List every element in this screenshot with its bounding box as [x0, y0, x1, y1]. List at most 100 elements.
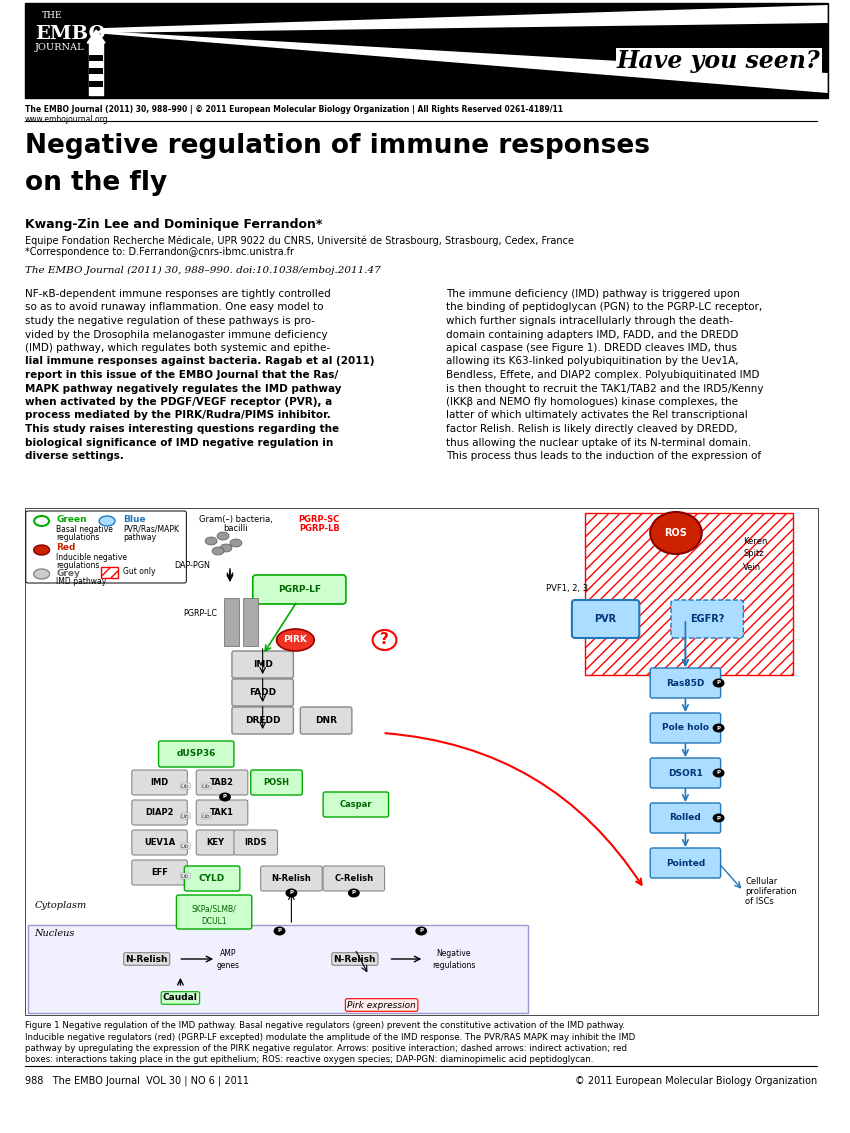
Ellipse shape — [274, 927, 286, 936]
Ellipse shape — [220, 544, 232, 552]
Text: DNR: DNR — [315, 716, 337, 725]
Text: (IMD) pathway, which regulates both systemic and epithe-: (IMD) pathway, which regulates both syst… — [25, 343, 330, 353]
FancyBboxPatch shape — [132, 830, 187, 855]
Text: PVR: PVR — [594, 614, 616, 624]
Text: DSOR1: DSOR1 — [668, 768, 703, 777]
Ellipse shape — [286, 888, 298, 897]
Text: www.embojournal.org: www.embojournal.org — [25, 116, 109, 123]
FancyBboxPatch shape — [572, 600, 639, 638]
Text: dUSP36: dUSP36 — [177, 750, 216, 758]
Ellipse shape — [34, 569, 49, 579]
Bar — [28, 925, 529, 1013]
Text: Gut only: Gut only — [123, 566, 156, 576]
Text: EMBO: EMBO — [35, 25, 105, 43]
Ellipse shape — [217, 533, 229, 540]
Text: FADD: FADD — [249, 688, 276, 697]
Text: boxes: interactions taking place in the gut epithelium; ROS: reactive oxygen spe: boxes: interactions taking place in the … — [25, 1056, 593, 1065]
FancyBboxPatch shape — [251, 770, 303, 795]
Text: P: P — [352, 891, 356, 895]
Polygon shape — [88, 29, 105, 43]
FancyBboxPatch shape — [132, 770, 187, 795]
FancyBboxPatch shape — [671, 600, 744, 638]
Text: process mediated by the PIRK/Rudra/PIMS inhibitor.: process mediated by the PIRK/Rudra/PIMS … — [25, 410, 331, 420]
Text: Rolled: Rolled — [670, 813, 701, 823]
Text: KEY: KEY — [207, 838, 224, 847]
Text: Caudal: Caudal — [163, 994, 198, 1003]
Text: DAP-PGN: DAP-PGN — [174, 561, 210, 570]
Ellipse shape — [348, 888, 360, 897]
FancyBboxPatch shape — [650, 847, 721, 878]
FancyBboxPatch shape — [232, 651, 293, 678]
Text: P: P — [289, 891, 293, 895]
Text: the binding of peptidoglycan (PGN) to the PGRP-LC receptor,: the binding of peptidoglycan (PGN) to th… — [446, 303, 762, 313]
Text: Have you seen?: Have you seen? — [617, 49, 821, 73]
Text: Ub: Ub — [181, 784, 190, 789]
Ellipse shape — [205, 537, 217, 545]
Text: P: P — [277, 929, 281, 934]
Text: Nucleus: Nucleus — [35, 929, 75, 937]
Text: The EMBO Journal (2011) 30, 988–990 | © 2011 European Molecular Biology Organiza: The EMBO Journal (2011) 30, 988–990 | © … — [25, 105, 563, 114]
Text: biological significance of IMD negative regulation in: biological significance of IMD negative … — [25, 437, 333, 448]
Ellipse shape — [34, 516, 49, 526]
Text: which further signals intracellularly through the death-: which further signals intracellularly th… — [446, 316, 734, 326]
Text: CYLD: CYLD — [199, 874, 225, 883]
Ellipse shape — [712, 724, 724, 733]
Text: DIAP2: DIAP2 — [145, 808, 174, 817]
FancyBboxPatch shape — [232, 679, 293, 706]
Text: N-Relish: N-Relish — [126, 954, 168, 963]
Text: This study raises interesting questions regarding the: This study raises interesting questions … — [25, 424, 339, 434]
Text: allowing its K63-linked polyubiquitination by the Uev1A,: allowing its K63-linked polyubiquitinati… — [446, 357, 739, 366]
Text: ?: ? — [380, 632, 389, 647]
Text: Vein: Vein — [744, 562, 762, 571]
Text: Spitz: Spitz — [744, 550, 764, 559]
Text: Pole holo: Pole holo — [662, 724, 709, 733]
Text: Pirk expression: Pirk expression — [347, 1000, 416, 1010]
Text: Blue: Blue — [123, 514, 145, 523]
FancyBboxPatch shape — [323, 866, 384, 891]
Ellipse shape — [212, 547, 224, 555]
Text: proliferation: proliferation — [745, 886, 797, 895]
Ellipse shape — [99, 516, 115, 526]
Text: Negative regulation of immune responses: Negative regulation of immune responses — [25, 133, 649, 159]
FancyBboxPatch shape — [196, 770, 248, 795]
Text: factor Relish. Relish is likely directly cleaved by DREDD,: factor Relish. Relish is likely directly… — [446, 424, 738, 434]
Text: EFF: EFF — [151, 868, 168, 877]
Ellipse shape — [712, 679, 724, 688]
Bar — [89, 68, 103, 74]
Text: TAB2: TAB2 — [210, 778, 234, 787]
FancyBboxPatch shape — [184, 866, 240, 891]
Text: study the negative regulation of these pathways is pro-: study the negative regulation of these p… — [25, 316, 314, 326]
Text: thus allowing the nuclear uptake of its N-terminal domain.: thus allowing the nuclear uptake of its … — [446, 437, 751, 448]
Text: *Correspondence to: D.Ferrandon@cnrs-ibmc.unistra.fr: *Correspondence to: D.Ferrandon@cnrs-ibm… — [25, 247, 294, 257]
Text: Ub: Ub — [201, 813, 211, 818]
Polygon shape — [94, 31, 828, 93]
Text: SKPa/SLMB/: SKPa/SLMB/ — [192, 904, 236, 913]
Text: IRDS: IRDS — [245, 838, 267, 847]
Text: PGRP-LB: PGRP-LB — [299, 523, 339, 533]
Ellipse shape — [230, 539, 242, 547]
Text: apical caspase (see Figure 1). DREDD cleaves IMD, thus: apical caspase (see Figure 1). DREDD cle… — [446, 343, 737, 353]
Text: domain containing adapters IMD, FADD, and the DREDD: domain containing adapters IMD, FADD, an… — [446, 330, 739, 340]
Text: P: P — [717, 770, 721, 775]
Text: Bendless, Effete, and DIAP2 complex. Polyubiquitinated IMD: Bendless, Effete, and DIAP2 complex. Pol… — [446, 370, 760, 380]
Ellipse shape — [276, 629, 314, 651]
FancyBboxPatch shape — [196, 800, 248, 825]
Text: THE: THE — [42, 11, 62, 20]
Text: C-Relish: C-Relish — [334, 874, 373, 883]
Text: IMD: IMD — [252, 661, 273, 668]
FancyBboxPatch shape — [26, 511, 186, 583]
Text: Equipe Fondation Recherche Médicale, UPR 9022 du CNRS, Université de Strasbourg,: Equipe Fondation Recherche Médicale, UPR… — [25, 235, 574, 246]
Text: Figure 1 Negative regulation of the IMD pathway. Basal negative regulators (gree: Figure 1 Negative regulation of the IMD … — [25, 1021, 625, 1030]
Bar — [89, 43, 103, 95]
Text: Green: Green — [56, 514, 87, 523]
Bar — [89, 80, 103, 87]
Text: PGRP-SC: PGRP-SC — [298, 516, 340, 523]
FancyBboxPatch shape — [132, 860, 187, 885]
Text: Inducible negative: Inducible negative — [56, 554, 128, 562]
Text: PVR/Ras/MAPK: PVR/Ras/MAPK — [123, 525, 178, 534]
Text: regulations: regulations — [56, 533, 99, 542]
Text: IMD: IMD — [150, 778, 168, 787]
Text: Negative: Negative — [437, 948, 471, 957]
Text: pathway by upregulating the expression of the PIRK negative regulator. Arrows: p: pathway by upregulating the expression o… — [25, 1043, 626, 1053]
Ellipse shape — [416, 927, 428, 936]
